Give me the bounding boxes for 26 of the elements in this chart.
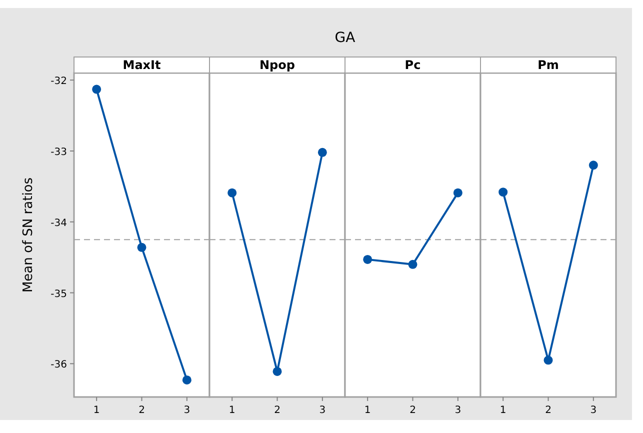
point <box>137 242 146 252</box>
y-axis-title: Mean of SN ratios <box>21 177 36 293</box>
y-tick-label: -34 <box>50 218 67 229</box>
chart-title: Npop <box>260 58 296 72</box>
x-tick-label: 1 <box>364 405 371 416</box>
y-tick-label: -35 <box>50 288 67 300</box>
text: GA <box>334 30 356 46</box>
x-tick-label: 3 <box>319 405 326 416</box>
chart-title: Pm <box>538 58 559 72</box>
x-tick-label: 1 <box>500 405 506 416</box>
y-tick-label: -32 <box>50 76 67 88</box>
x-tick-label: 2 <box>545 405 552 416</box>
x-tick-label: 2 <box>274 405 280 416</box>
x-tick-label: 3 <box>184 405 190 416</box>
x-tick-label: 2 <box>410 405 416 416</box>
chart-title: MaxIt <box>122 58 161 72</box>
chart-title: Pc <box>404 58 421 72</box>
x-tick-label: 2 <box>138 405 145 416</box>
point <box>182 375 192 384</box>
x-tick-label: 1 <box>228 405 236 416</box>
x-tick-label: 3 <box>454 405 462 416</box>
x-tick-label: 3 <box>590 405 597 416</box>
point <box>92 84 102 94</box>
x-tick-label: 1 <box>93 405 100 416</box>
y-tick-label: -33 <box>50 146 67 158</box>
y-tick-label: -36 <box>50 360 67 371</box>
